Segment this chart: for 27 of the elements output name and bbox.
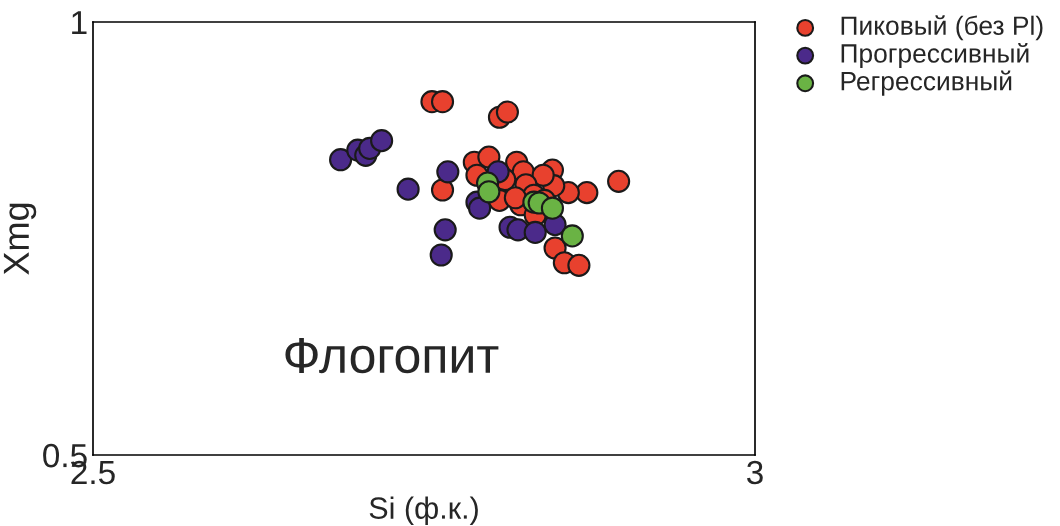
point [429, 243, 453, 267]
point [575, 181, 599, 205]
point [477, 180, 501, 204]
legend-label: Пиковый (без Pl) [841, 15, 1043, 41]
point [607, 169, 631, 193]
x-tick-label: 3 [747, 460, 763, 485]
point [370, 129, 394, 153]
y-tick-label: 1 [72, 11, 87, 35]
point [468, 196, 492, 220]
point [523, 220, 547, 245]
point [396, 177, 420, 201]
annotation: Флогопит [285, 338, 499, 374]
point [430, 90, 455, 114]
point [531, 163, 555, 187]
legend-label: Прогрессивный [841, 42, 1029, 68]
point [329, 148, 353, 172]
point [560, 224, 584, 248]
point [540, 196, 564, 220]
point [495, 100, 519, 124]
point [430, 178, 455, 202]
point [567, 253, 591, 277]
point [503, 186, 527, 210]
point [433, 218, 457, 242]
point [436, 160, 460, 184]
legend-label: Регрессивный [841, 70, 1012, 96]
x-axis-title: Si (ф.к.) [369, 496, 478, 525]
y-axis-title: Xmg [3, 203, 37, 275]
